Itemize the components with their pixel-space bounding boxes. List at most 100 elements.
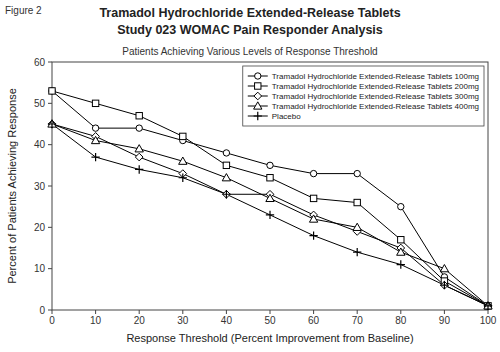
data-point [136,125,142,131]
data-point [223,150,229,156]
legend-marker [254,112,262,120]
data-point [49,88,55,94]
x-tick [313,310,314,314]
x-tick [444,310,445,314]
legend-label: Tramadol Hydrochloride Extended-Release … [272,82,479,91]
data-point [484,302,492,310]
legend-marker [254,102,262,109]
y-tick-label: 50 [34,98,46,109]
background [0,0,500,352]
y-tick-label: 40 [34,139,46,150]
data-point [136,113,142,119]
legend-marker [255,73,261,79]
plot-frame [52,62,488,310]
y-tick [48,227,52,228]
data-point [223,162,229,168]
data-point [91,153,99,161]
data-point [484,302,492,310]
data-point [180,133,186,139]
x-tick [400,310,401,314]
y-tick-label: 30 [34,181,46,192]
series-line [52,124,488,306]
title: Study 023 WOMAC Pain Responder Analysis [117,23,383,37]
y-tick [48,144,52,145]
x-tick [139,310,140,314]
y-tick [48,268,52,269]
y-tick [48,103,52,104]
legend-label: Tramadol Hydrochloride Extended-Release … [272,102,479,111]
x-tick-label: 10 [90,315,102,326]
data-point [91,136,99,143]
data-point [397,260,405,268]
x-tick [182,310,183,314]
series-line [52,124,488,306]
legend-label: Tramadol Hydrochloride Extended-Release … [272,92,479,101]
data-point [398,203,404,209]
data-point [266,211,274,219]
data-point [309,215,317,222]
y-tick [48,186,52,187]
data-point [354,170,360,176]
x-tick-label: 40 [221,315,233,326]
y-tick [48,62,52,63]
y-axis-label: Percent of Patients Achieving Response [6,88,18,284]
data-point [266,194,274,201]
data-point [398,237,404,243]
data-point [267,162,273,168]
data-point [223,190,231,198]
x-tick-label: 80 [395,315,407,326]
data-point [179,174,187,182]
chart: Tramadol Hydrochloride Extended-Release … [0,0,500,352]
data-point [441,281,449,289]
x-tick [52,310,53,314]
x-axis-label: Response Threshold (Percent Improvement … [126,332,413,344]
legend: Tramadol Hydrochloride Extended-Release … [243,66,484,126]
x-tick-label: 0 [49,315,55,326]
data-point [353,248,361,256]
data-point [310,170,316,176]
data-point [92,100,98,106]
x-tick [95,310,96,314]
y-tick-label: 60 [34,57,46,68]
data-point [135,165,143,173]
x-tick-label: 60 [308,315,320,326]
subtitle: Patients Achieving Various Levels of Res… [122,46,377,57]
data-point [267,175,273,181]
y-tick-label: 0 [39,305,45,316]
data-point [353,223,361,230]
data-point [135,145,143,152]
data-point [48,120,56,128]
figure-label: Figure 2 [5,5,42,16]
data-point [135,153,143,161]
x-tick [488,310,489,314]
data-point [179,157,187,164]
data-point [440,281,448,289]
y-tick [48,310,52,311]
x-tick [357,310,358,314]
data-point [309,231,317,239]
data-point [222,174,230,181]
x-tick-label: 30 [177,315,189,326]
legend-marker [255,83,261,89]
x-tick-label: 50 [264,315,276,326]
data-point [310,195,316,201]
x-tick-label: 90 [439,315,451,326]
y-tick-label: 10 [34,263,46,274]
data-point [440,265,448,272]
title: Tramadol Hydrochloride Extended-Release … [99,6,400,20]
data-point [485,303,491,309]
data-point [354,199,360,205]
data-point [397,248,405,255]
data-point [48,120,56,128]
data-point [485,303,491,309]
data-point [92,125,98,131]
x-tick-label: 70 [352,315,364,326]
legend-box [243,66,484,126]
legend-label: Placebo [272,112,301,121]
y-tick-label: 20 [34,222,46,233]
x-tick-label: 20 [134,315,146,326]
data-point [222,190,230,198]
legend-label: Tramadol Hydrochloride Extended-Release … [272,72,479,81]
data-point [49,88,55,94]
legend-marker [254,92,262,100]
